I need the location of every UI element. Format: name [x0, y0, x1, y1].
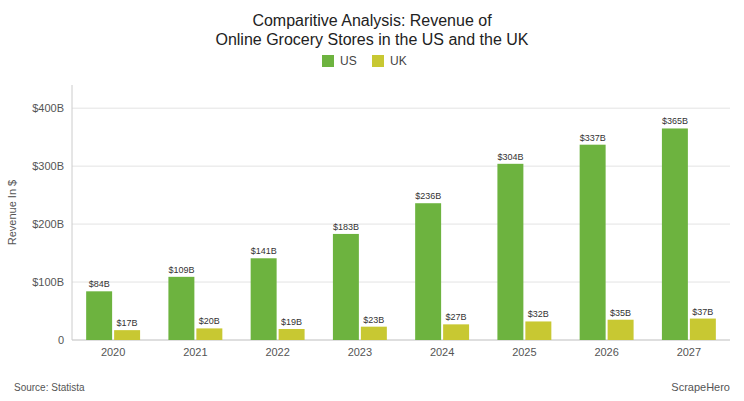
y-tick-label: $400B	[32, 102, 64, 114]
bar	[580, 145, 606, 340]
bar	[279, 329, 305, 340]
x-tick-label: 2024	[430, 346, 454, 358]
grid-line	[72, 224, 730, 225]
data-label: $109B	[168, 265, 194, 275]
y-axis-label: Revenue In $	[6, 180, 18, 245]
y-tick-label: 0	[58, 334, 64, 346]
bar	[86, 291, 112, 340]
annotation: ScrapeHero	[671, 381, 730, 393]
bar	[497, 164, 523, 340]
bar	[333, 234, 359, 340]
grid-line	[72, 166, 730, 167]
data-label: $20B	[199, 316, 220, 326]
x-tick-label: 2027	[677, 346, 701, 358]
y-axis-line	[72, 85, 73, 340]
x-tick-label: 2022	[265, 346, 289, 358]
bar	[690, 319, 716, 340]
data-label: $365B	[662, 116, 688, 126]
bar	[415, 203, 441, 340]
data-label: $141B	[251, 246, 277, 256]
data-label: $236B	[415, 191, 441, 201]
x-tick-label: 2026	[594, 346, 618, 358]
x-tick-label: 2021	[183, 346, 207, 358]
data-label: $37B	[692, 307, 713, 317]
bar	[251, 258, 277, 340]
data-label: $17B	[117, 318, 138, 328]
bar	[196, 328, 222, 340]
title: Comparitive Analysis: Revenue of Online G…	[215, 12, 528, 48]
data-label: $337B	[580, 133, 606, 143]
data-labels: $84B $109B $141B $183B $236B $304B $337B $365B $…	[89, 116, 714, 328]
legend-swatch	[372, 55, 384, 67]
bar	[443, 324, 469, 340]
x-tick-label: 2025	[512, 346, 536, 358]
chart: Comparitive Analysis: Revenue of Online G…	[0, 0, 744, 401]
annotation: Source: Statista	[14, 382, 85, 393]
data-label: $27B	[446, 312, 467, 322]
title-line: Online Grocery Stores in the US and the …	[215, 31, 528, 48]
data-label: $304B	[497, 152, 523, 162]
bar	[168, 277, 194, 340]
data-label: $32B	[528, 309, 549, 319]
legend-label: UK	[390, 54, 407, 68]
y-tick-label: $100B	[32, 276, 64, 288]
legend-swatch	[322, 55, 334, 67]
bar	[361, 327, 387, 340]
bars	[86, 128, 716, 340]
y-tick-label: $200B	[32, 218, 64, 230]
data-label: $19B	[281, 317, 302, 327]
legend: US UK	[322, 54, 407, 68]
grid	[72, 108, 730, 340]
x-tick-label: 2023	[348, 346, 372, 358]
bar	[608, 320, 634, 340]
grid-line	[72, 108, 730, 109]
data-label: $84B	[89, 279, 110, 289]
bar	[114, 330, 140, 340]
bar	[662, 128, 688, 340]
title-line: Comparitive Analysis: Revenue of	[252, 12, 492, 29]
bar	[525, 321, 551, 340]
data-label: $183B	[333, 222, 359, 232]
data-label: $23B	[363, 315, 384, 325]
y-tick-label: $300B	[32, 160, 64, 172]
legend-label: US	[340, 54, 357, 68]
data-label: $35B	[610, 308, 631, 318]
x-tick-label: 2020	[101, 346, 125, 358]
